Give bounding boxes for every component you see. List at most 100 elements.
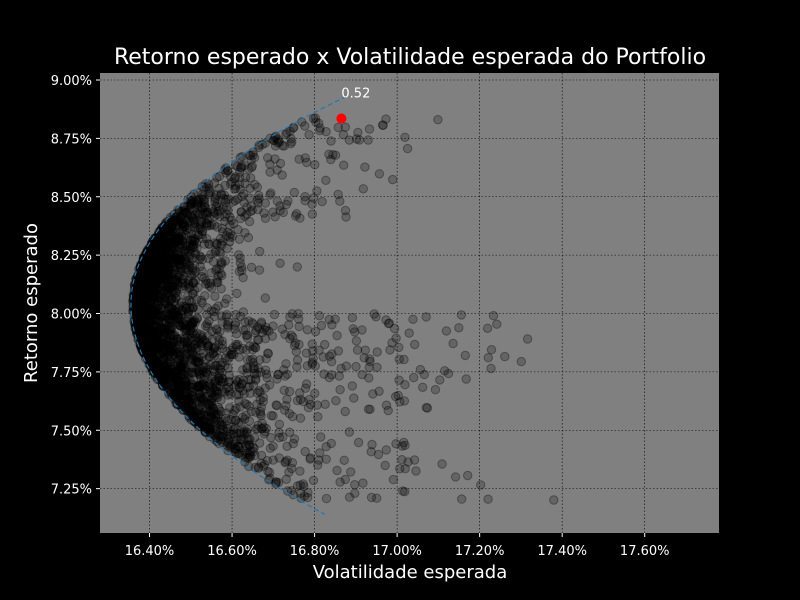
portfolio-point [156,311,167,321]
portfolio-point [134,276,144,286]
portfolio-point [196,411,206,422]
portfolio-point [139,323,149,333]
portfolio-point [149,253,159,263]
x-tick-label: 16.60% [207,544,257,559]
portfolio-point [300,383,311,393]
portfolio-point [134,297,144,307]
portfolio-point [168,372,178,383]
portfolio-point [140,268,150,278]
portfolio-point [463,470,473,481]
portfolio-point [163,282,173,292]
portfolio-point [155,246,165,256]
portfolio-point [216,269,226,279]
y-tick-label: 8.00% [51,308,92,323]
portfolio-point [245,452,255,462]
portfolio-point [178,363,189,373]
portfolio-point [211,426,221,436]
portfolio-point [321,493,332,504]
portfolio-point [199,384,209,394]
portfolio-point [268,207,278,217]
portfolio-point [163,384,173,395]
portfolio-point [230,405,240,416]
portfolio-point [482,323,493,333]
portfolio-point [333,346,344,356]
portfolio-point [307,199,317,209]
portfolio-point [182,349,192,360]
portfolio-point [203,253,214,264]
portfolio-point [182,209,192,219]
portfolio-point [182,393,193,404]
portfolio-point [163,309,173,319]
portfolio-point [194,210,204,221]
portfolio-point [217,240,227,250]
portfolio-point [383,318,394,329]
portfolio-point [456,310,467,320]
portfolio-point [139,303,150,314]
portfolio-point [166,294,177,304]
portfolio-point [135,292,146,303]
portfolio-point [185,405,195,415]
portfolio-point [152,247,163,258]
portfolio-point [146,331,156,341]
portfolio-point [176,360,187,370]
portfolio-point [159,350,169,360]
portfolio-point [166,258,176,269]
portfolio-point [156,316,167,327]
portfolio-point [154,363,165,373]
portfolio-point [138,275,149,285]
portfolio-point [217,258,227,268]
portfolio-point [255,246,265,257]
portfolio-point [286,330,296,340]
portfolio-point [327,370,337,380]
portfolio-point [144,281,154,291]
portfolio-point [177,398,187,408]
portfolio-point [142,304,152,314]
portfolio-point [397,441,407,451]
portfolio-point [193,196,203,207]
portfolio-point [335,196,345,206]
portfolio-point [132,316,143,327]
portfolio-point [198,337,208,347]
portfolio-point [134,327,145,337]
portfolio-point [274,419,285,429]
portfolio-point [195,251,205,261]
portfolio-point [263,348,273,358]
portfolio-point [170,215,180,226]
portfolio-point [172,344,182,355]
portfolio-point [450,472,461,482]
portfolio-point [173,249,183,259]
portfolio-point [158,376,168,386]
portfolio-point [187,198,197,209]
portfolio-point [140,323,151,334]
portfolio-point [172,239,182,249]
portfolio-point [141,330,151,340]
portfolio-point [364,373,374,383]
portfolio-point [142,255,153,266]
portfolio-point [142,269,152,279]
portfolio-point [289,187,299,198]
portfolio-point [220,197,231,208]
portfolio-point [292,262,302,272]
portfolio-point [273,369,283,380]
portfolio-point [203,331,213,341]
portfolio-point [140,281,151,291]
portfolio-point [148,274,158,285]
portfolio-point [158,274,169,285]
portfolio-point [141,292,152,302]
portfolio-point [308,113,319,124]
portfolio-point [315,448,325,458]
portfolio-point [410,339,420,350]
portfolio-point [250,328,260,338]
portfolio-point [250,374,261,384]
portfolio-point [180,205,190,216]
portfolio-point [188,382,199,393]
portfolio-point [157,303,167,313]
portfolio-point [281,359,291,369]
portfolio-point [131,312,141,322]
portfolio-point [198,394,208,404]
portfolio-point [157,222,167,233]
portfolio-point [350,488,360,498]
portfolio-point [179,207,190,217]
portfolio-point [143,265,153,276]
portfolio-point [235,427,245,437]
